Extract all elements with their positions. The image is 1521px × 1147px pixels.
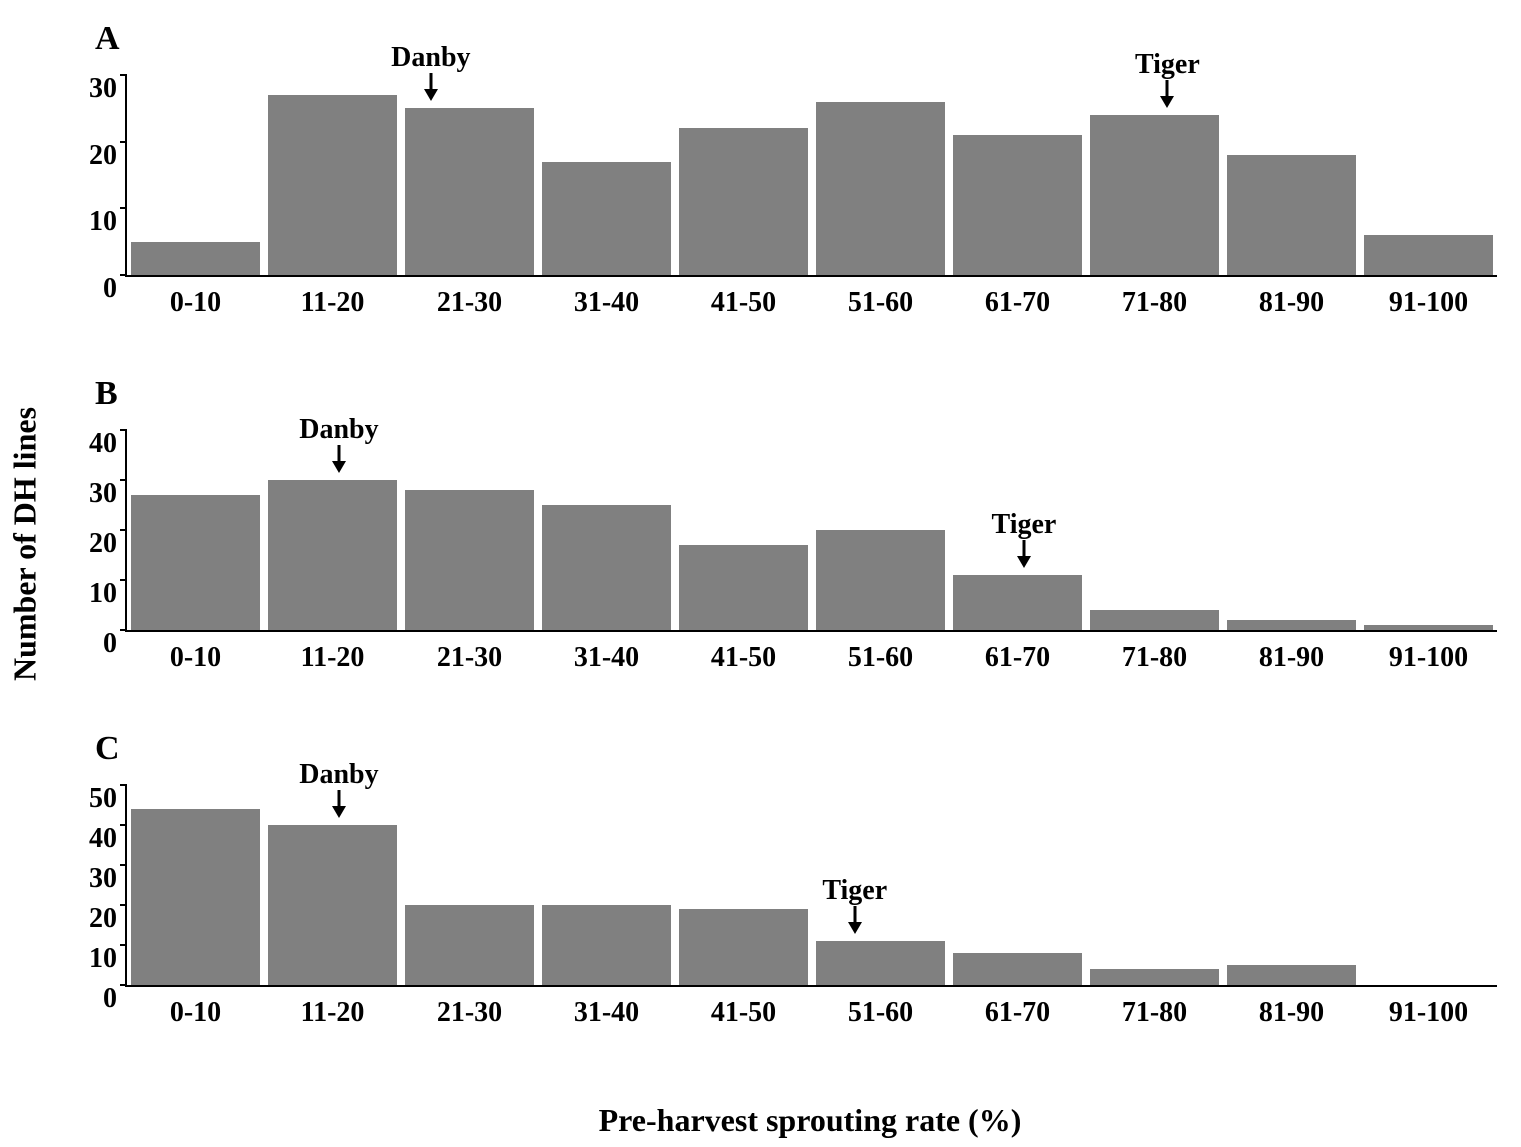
ytick-label: 0 (103, 273, 127, 305)
annotation-arrow-icon (422, 71, 440, 106)
xtick-label: 31-40 (574, 985, 639, 1029)
histogram-bar (953, 575, 1082, 630)
histogram-bar (542, 505, 671, 630)
xtick-label: 31-40 (574, 275, 639, 319)
histogram-bar (1227, 155, 1356, 275)
ytick-label: 30 (89, 73, 127, 105)
histogram-bar (953, 953, 1082, 985)
histogram-bar (679, 909, 808, 985)
ytick-label: 0 (103, 983, 127, 1015)
panel-B: B0102030400-1011-2021-3031-4041-5051-606… (0, 375, 1521, 675)
ytick-label: 20 (89, 140, 127, 172)
ytick-label: 10 (89, 206, 127, 238)
histogram-bar (405, 905, 534, 985)
annotation-arrow-icon (846, 904, 864, 939)
annotation-label: Tiger (1135, 49, 1200, 81)
xtick-label: 21-30 (437, 275, 502, 319)
annotation-arrow-icon (330, 788, 348, 823)
histogram-bar (268, 95, 397, 275)
xtick-label: 0-10 (170, 275, 221, 319)
histogram-bar (268, 825, 397, 985)
histogram-bar (1364, 235, 1493, 275)
panel-letter: A (95, 20, 120, 58)
xtick-label: 51-60 (848, 630, 913, 674)
xtick-label: 81-90 (1259, 630, 1324, 674)
ytick-label: 10 (89, 578, 127, 610)
annotation-label: Danby (299, 759, 378, 791)
histogram-bar (542, 162, 671, 275)
xtick-label: 71-80 (1122, 985, 1187, 1029)
annotation-label: Tiger (992, 509, 1057, 541)
xtick-label: 61-70 (985, 985, 1050, 1029)
histogram-bar (1090, 610, 1219, 630)
xtick-label: 41-50 (711, 630, 776, 674)
xtick-label: 61-70 (985, 630, 1050, 674)
histogram-bar (131, 495, 260, 630)
annotation-label: Danby (391, 42, 470, 74)
xtick-label: 91-100 (1389, 985, 1468, 1029)
xtick-label: 51-60 (848, 275, 913, 319)
panel-A: A01020300-1011-2021-3031-4041-5051-6061-… (0, 20, 1521, 320)
xtick-label: 51-60 (848, 985, 913, 1029)
histogram-bar (679, 128, 808, 275)
histogram-bar (131, 242, 260, 275)
xtick-label: 61-70 (985, 275, 1050, 319)
histogram-bar (405, 108, 534, 275)
ytick-label: 10 (89, 943, 127, 975)
plot-area: 01020300-1011-2021-3031-4041-5051-6061-7… (125, 75, 1497, 277)
xtick-label: 0-10 (170, 985, 221, 1029)
xtick-label: 21-30 (437, 985, 502, 1029)
histogram-bar (816, 102, 945, 275)
histogram-bar (405, 490, 534, 630)
panel-letter: B (95, 375, 118, 413)
ytick-label: 40 (89, 428, 127, 460)
plot-area: 010203040500-1011-2021-3031-4041-5051-60… (125, 785, 1497, 987)
xtick-label: 31-40 (574, 630, 639, 674)
ytick-label: 30 (89, 863, 127, 895)
histogram-bar (131, 809, 260, 985)
annotation-arrow-icon (330, 443, 348, 478)
xtick-label: 71-80 (1122, 630, 1187, 674)
xtick-label: 91-100 (1389, 275, 1468, 319)
figure-root: Number of DH lines Pre-harvest sprouting… (0, 0, 1521, 1147)
histogram-bar (679, 545, 808, 630)
xtick-label: 71-80 (1122, 275, 1187, 319)
annotation-arrow-icon (1158, 78, 1176, 113)
ytick-label: 30 (89, 478, 127, 510)
xtick-label: 11-20 (301, 630, 365, 674)
histogram-bar (1090, 115, 1219, 275)
histogram-bar (542, 905, 671, 985)
ytick-label: 0 (103, 628, 127, 660)
histogram-bar (953, 135, 1082, 275)
histogram-bar (1227, 620, 1356, 630)
xtick-label: 11-20 (301, 985, 365, 1029)
annotation-label: Tiger (822, 875, 887, 907)
panel-C: C010203040500-1011-2021-3031-4041-5051-6… (0, 730, 1521, 1030)
panel-letter: C (95, 730, 120, 768)
xtick-label: 21-30 (437, 630, 502, 674)
histogram-bar (268, 480, 397, 630)
xtick-label: 81-90 (1259, 985, 1324, 1029)
plot-area: 0102030400-1011-2021-3031-4041-5051-6061… (125, 430, 1497, 632)
ytick-label: 40 (89, 823, 127, 855)
annotation-label: Danby (299, 414, 378, 446)
ytick-label: 20 (89, 528, 127, 560)
x-axis-label: Pre-harvest sprouting rate (%) (599, 1102, 1022, 1139)
xtick-label: 0-10 (170, 630, 221, 674)
annotation-arrow-icon (1015, 538, 1033, 573)
histogram-bar (1090, 969, 1219, 985)
xtick-label: 41-50 (711, 985, 776, 1029)
histogram-bar (1227, 965, 1356, 985)
xtick-label: 11-20 (301, 275, 365, 319)
xtick-label: 41-50 (711, 275, 776, 319)
ytick-label: 20 (89, 903, 127, 935)
ytick-label: 50 (89, 783, 127, 815)
xtick-label: 91-100 (1389, 630, 1468, 674)
xtick-label: 81-90 (1259, 275, 1324, 319)
histogram-bar (816, 530, 945, 630)
histogram-bar (816, 941, 945, 985)
